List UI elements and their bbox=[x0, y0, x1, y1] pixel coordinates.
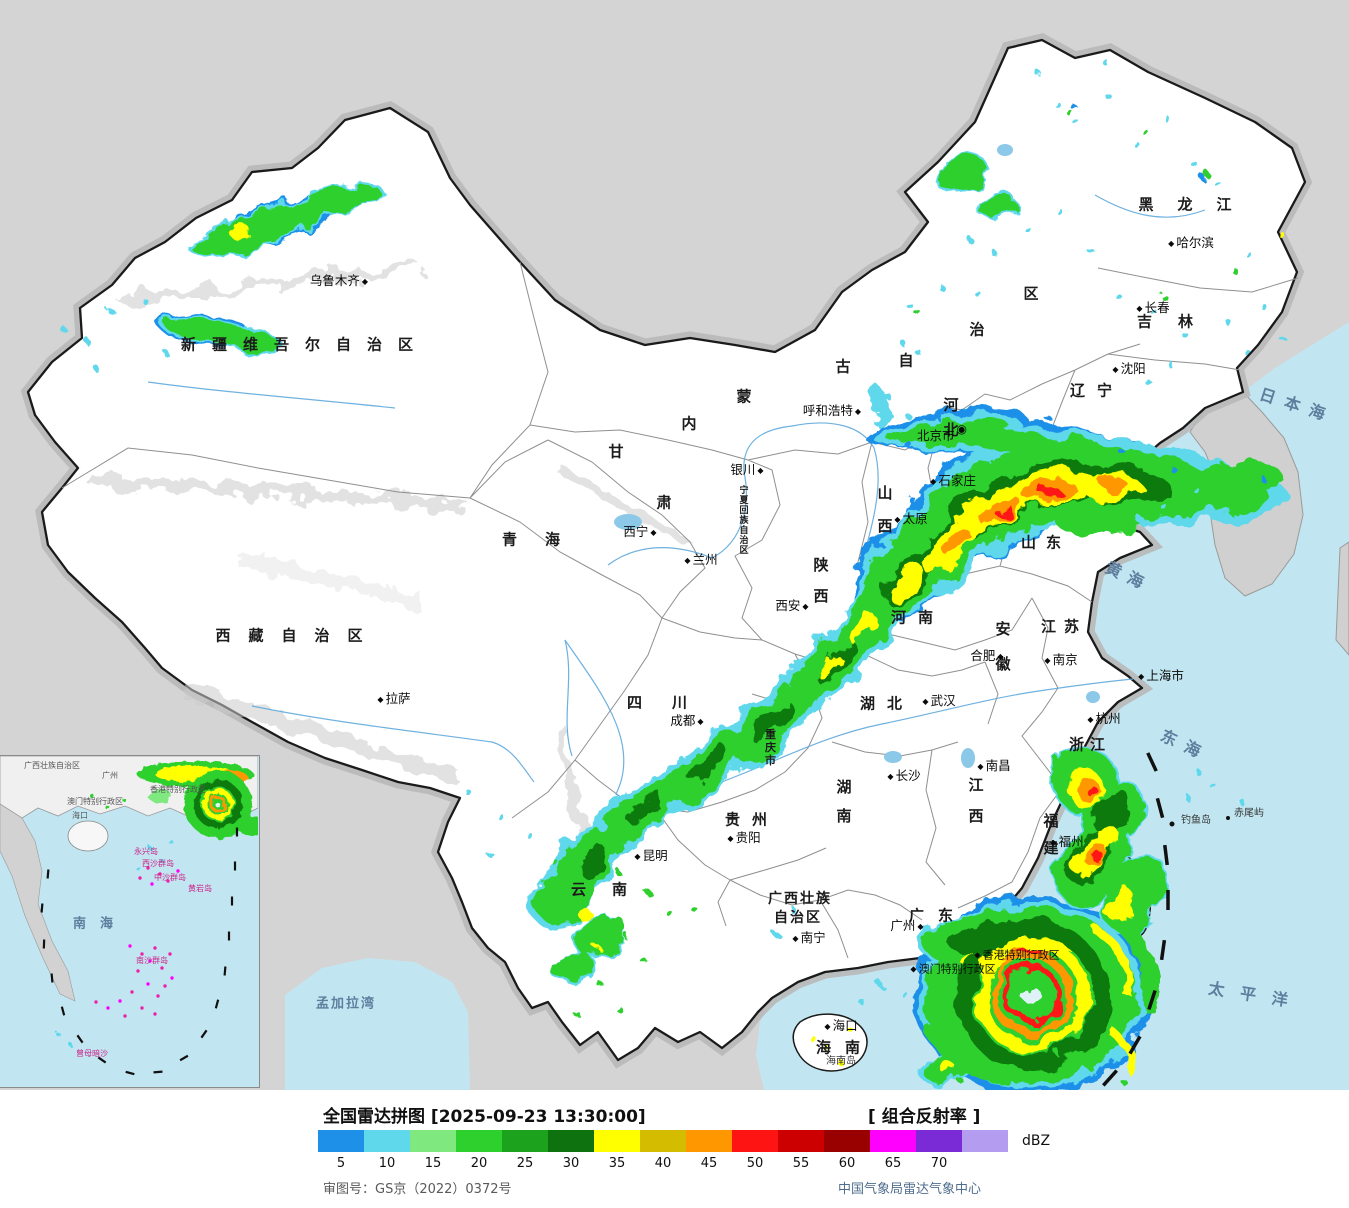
scale-value: 25 bbox=[516, 1156, 534, 1171]
scale-value: 30 bbox=[562, 1156, 580, 1171]
color-swatch bbox=[502, 1130, 548, 1152]
scale-value: 5 bbox=[336, 1156, 346, 1171]
inset-hainan bbox=[67, 820, 109, 852]
color-swatch bbox=[778, 1130, 824, 1152]
map-title: 全国雷达拼图 [2025-09-23 13:30:00] bbox=[323, 1107, 646, 1127]
south-china-sea-inset: 南海 广西壮族自治区 广州 香港特别行政区 澳门特别行政区 海口 永兴岛 西沙群岛 中沙群岛 黄岩… bbox=[0, 755, 260, 1088]
radar-speckles bbox=[59, 59, 1285, 1005]
nine-dash-line bbox=[1102, 752, 1170, 1087]
lakes bbox=[614, 144, 1100, 768]
color-swatch bbox=[732, 1130, 778, 1152]
color-swatch bbox=[640, 1130, 686, 1152]
typhoon-echo bbox=[924, 916, 1158, 1086]
typhoon-eye bbox=[1023, 987, 1041, 1005]
scale-value: 65 bbox=[884, 1156, 902, 1171]
color-swatch bbox=[548, 1130, 594, 1152]
radar-speckles bbox=[552, 112, 1235, 1085]
rivers bbox=[147, 194, 1206, 803]
china-outline bbox=[26, 38, 1307, 1062]
color-swatch bbox=[962, 1130, 1008, 1152]
color-swatch bbox=[824, 1130, 870, 1152]
japan-land bbox=[1335, 541, 1349, 656]
scale-value: 40 bbox=[654, 1156, 672, 1171]
license-number: 审图号：GS京（2022）0372号 bbox=[323, 1182, 512, 1197]
inset-radar bbox=[56, 761, 258, 1048]
color-scale bbox=[318, 1130, 1008, 1152]
scale-value: 70 bbox=[930, 1156, 948, 1171]
inset-svg bbox=[0, 756, 258, 1087]
color-swatch bbox=[318, 1130, 364, 1152]
radar-speckles bbox=[597, 232, 1285, 1067]
color-swatch bbox=[364, 1130, 410, 1152]
china-map-svg bbox=[0, 0, 1349, 1090]
inset-nine-dash-line bbox=[40, 827, 239, 1076]
scale-value: 35 bbox=[608, 1156, 626, 1171]
credit: 中国气象局雷达气象中心 bbox=[838, 1182, 982, 1197]
hainan-island bbox=[792, 1013, 868, 1072]
scale-value: 10 bbox=[378, 1156, 396, 1171]
color-swatch bbox=[594, 1130, 640, 1152]
scale-value: 60 bbox=[838, 1156, 856, 1171]
inset-vietnam bbox=[0, 803, 76, 1002]
color-swatch bbox=[870, 1130, 916, 1152]
scale-value: 20 bbox=[470, 1156, 488, 1171]
bay-of-bengal bbox=[285, 958, 470, 1090]
product-label: [ 组合反射率 ] bbox=[868, 1107, 981, 1127]
color-swatch bbox=[916, 1130, 962, 1152]
color-swatch bbox=[456, 1130, 502, 1152]
inset-island-markers bbox=[94, 866, 180, 1018]
terrain-shading bbox=[89, 263, 692, 860]
radar-map: 南海 广西壮族自治区 广州 香港特别行政区 澳门特别行政区 海口 永兴岛 西沙群岛 中沙群岛 黄岩… bbox=[0, 0, 1349, 1090]
scale-value: 45 bbox=[700, 1156, 718, 1171]
scale-value: 15 bbox=[424, 1156, 442, 1171]
chiwei-island-dot bbox=[1226, 816, 1230, 820]
scale-value: 55 bbox=[792, 1156, 810, 1171]
scale-value: 50 bbox=[746, 1156, 764, 1171]
legend-bar: 全国雷达拼图 [2025-09-23 13:30:00] [ 组合反射率 ] 5… bbox=[0, 1090, 1349, 1208]
color-swatch bbox=[410, 1130, 456, 1152]
color-scale-ticks: 5 10 15 20 25 30 35 40 45 50 55 60 65 70 bbox=[318, 1156, 962, 1171]
radar-speckles bbox=[867, 105, 1265, 481]
unit-label: dBZ bbox=[1022, 1133, 1051, 1149]
diaoyu-island-dot bbox=[1169, 821, 1175, 827]
island-dots bbox=[1169, 816, 1230, 827]
radar-echoes bbox=[59, 59, 1290, 1090]
color-swatch bbox=[686, 1130, 732, 1152]
